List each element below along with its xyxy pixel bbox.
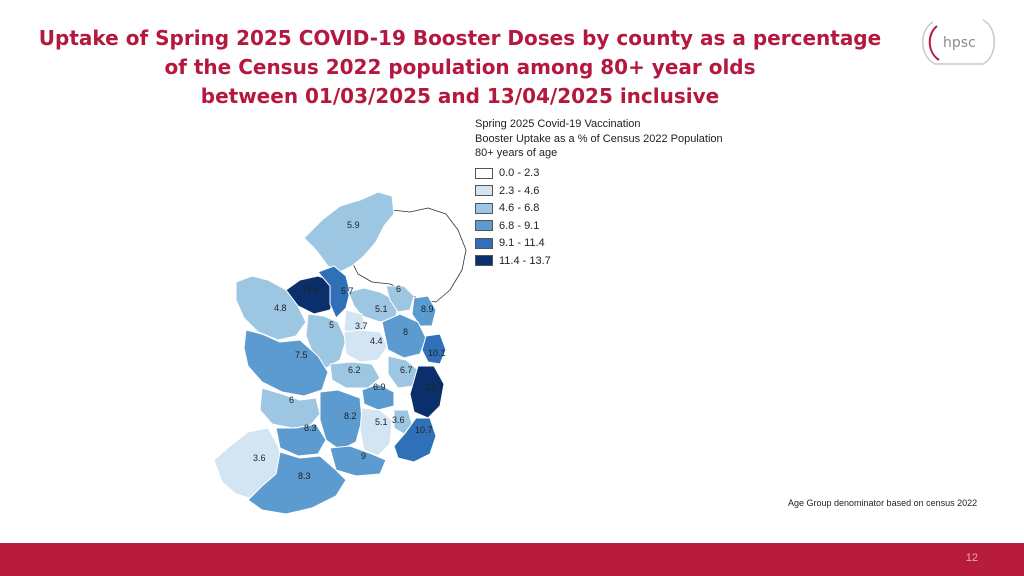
- title-line-1: Uptake of Spring 2025 COVID-19 Booster D…: [38, 26, 882, 50]
- county-westmeath: [343, 329, 389, 363]
- label-wexford: 10.7: [415, 425, 433, 435]
- legend-swatch: [475, 237, 493, 249]
- label-kildare: 6.7: [400, 365, 413, 375]
- county-laois: [361, 383, 395, 411]
- label-longford: 3.7: [355, 321, 368, 331]
- legend-item-label: 6.8 - 9.1: [499, 219, 540, 232]
- legend-item-label: 9.1 - 11.4: [499, 237, 545, 250]
- county-dublin: [421, 333, 447, 365]
- title-line-3: between 01/03/2025 and 13/04/2025 inclus…: [200, 84, 720, 108]
- label-wicklow: 13.7: [426, 382, 444, 392]
- county-limerick: [275, 423, 327, 457]
- legend-title-line-1: Spring 2025 Covid-19 Vaccination: [475, 118, 641, 130]
- legend-title: Spring 2025 Covid-19 Vaccination Booster…: [475, 117, 723, 161]
- label-cavan: 5.1: [375, 304, 388, 314]
- legend-items: 0.0 - 2.3 2.3 - 4.6 4.6 - 6.8 6.8 - 9.1 …: [475, 165, 723, 270]
- county-clare: [259, 387, 321, 429]
- county-leitrim: [317, 265, 351, 319]
- label-mayo: 7.5: [295, 350, 308, 360]
- footer-bar: 12: [0, 543, 1024, 576]
- county-louth: [411, 295, 437, 327]
- county-waterford: [329, 445, 387, 477]
- legend-item: 4.6 - 6.8: [475, 200, 723, 218]
- label-leitrim: 5.7: [341, 286, 354, 296]
- county-cork: [247, 451, 347, 515]
- legend-item: 0.0 - 2.3: [475, 165, 723, 183]
- legend-item: 6.8 - 9.1: [475, 217, 723, 235]
- legend-item-label: 11.4 - 13.7: [499, 254, 551, 267]
- county-wicklow: [409, 365, 445, 419]
- label-donegal: 5.9: [347, 220, 360, 230]
- logo-arc-icon: [922, 19, 995, 65]
- legend-swatch: [475, 255, 493, 267]
- label-carlow: 3.6: [392, 415, 405, 425]
- label-clare: 8.3: [304, 423, 317, 433]
- county-mayo: [235, 275, 307, 341]
- legend-item: 9.1 - 11.4: [475, 235, 723, 253]
- legend-swatch: [475, 220, 493, 232]
- legend-title-line-3: 80+ years of age: [475, 147, 558, 159]
- county-donegal: [303, 191, 395, 273]
- label-mayo-north: 4.8: [274, 303, 287, 313]
- label-monaghan-north: 6: [396, 284, 401, 294]
- county-labels: 5.9 6 11.5 4.8 5.7 5.1 8.9 5 3.7 8 4.4 1…: [253, 220, 446, 481]
- county-kilkenny: [359, 407, 393, 457]
- label-galway: 6: [289, 395, 294, 405]
- label-tipperary-north: 8.2: [344, 411, 357, 421]
- label-sligo: 11.5: [302, 284, 319, 294]
- county-galway: [243, 329, 329, 397]
- legend-item-label: 4.6 - 6.8: [499, 202, 540, 215]
- label-kilkenny: 9: [361, 451, 366, 461]
- legend-item: 11.4 - 13.7: [475, 252, 723, 270]
- hpsc-logo: hpsc: [913, 14, 1001, 72]
- logo-text: hpsc: [943, 35, 976, 51]
- legend-swatch: [475, 167, 493, 179]
- county-wexford: [393, 417, 437, 463]
- page-title: Uptake of Spring 2025 COVID-19 Booster D…: [0, 24, 920, 111]
- label-meath: 8: [403, 327, 408, 337]
- label-kerry: 3.6: [253, 453, 266, 463]
- label-dublin: 10.1: [428, 348, 446, 358]
- legend-item: 2.3 - 4.6: [475, 182, 723, 200]
- legend-item-label: 2.3 - 4.6: [499, 184, 540, 197]
- legend-swatch: [475, 185, 493, 197]
- legend-swatch: [475, 202, 493, 214]
- label-laois: 5.1: [375, 417, 388, 427]
- county-offaly: [329, 361, 381, 389]
- title-line-2: of the Census 2022 population among 80+ …: [164, 55, 756, 79]
- label-cork: 8.3: [298, 471, 311, 481]
- legend-title-line-2: Booster Uptake as a % of Census 2022 Pop…: [475, 132, 723, 145]
- county-monaghan: [385, 285, 415, 313]
- label-roscommon-north: 5: [329, 320, 334, 330]
- label-louth: 8.9: [421, 304, 434, 314]
- denominator-note: Age Group denominator based on census 20…: [788, 498, 978, 508]
- label-offaly: 6.9: [373, 382, 386, 392]
- label-westmeath: 4.4: [370, 336, 383, 346]
- county-tipperary: [319, 389, 363, 451]
- map-legend: Spring 2025 Covid-19 Vaccination Booster…: [475, 117, 723, 270]
- legend-item-label: 0.0 - 2.3: [499, 167, 540, 180]
- label-roscommon: 6.2: [348, 365, 361, 375]
- page-number: 12: [965, 552, 978, 564]
